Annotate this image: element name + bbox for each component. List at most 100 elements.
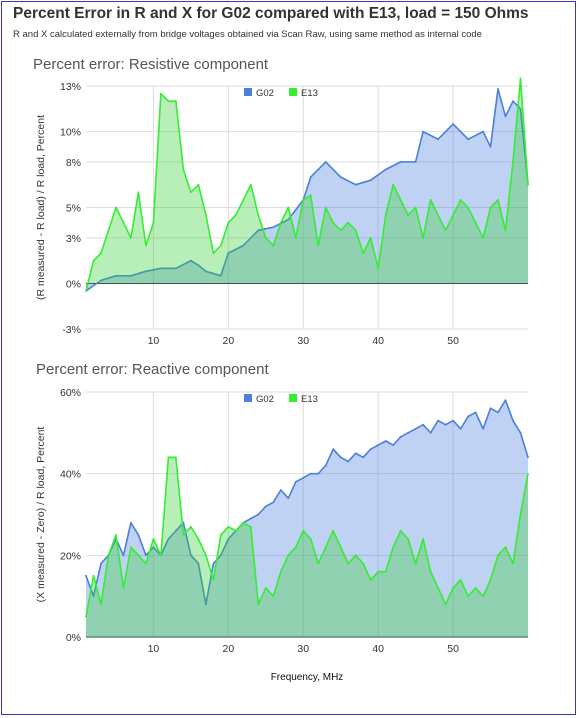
data-point bbox=[287, 206, 290, 209]
data-point bbox=[489, 206, 492, 209]
data-point bbox=[294, 480, 297, 483]
data-point bbox=[392, 546, 395, 549]
y-tick-label: 8% bbox=[66, 157, 81, 169]
legend-swatch bbox=[244, 88, 252, 96]
data-point bbox=[489, 407, 492, 410]
data-point bbox=[219, 534, 222, 536]
data-point bbox=[115, 534, 117, 536]
data-point bbox=[332, 529, 335, 532]
data-point bbox=[414, 206, 417, 209]
data-point bbox=[137, 191, 140, 194]
data-point bbox=[160, 267, 162, 270]
data-point bbox=[347, 221, 350, 224]
data-point bbox=[85, 615, 87, 618]
data-point bbox=[324, 161, 327, 163]
data-point bbox=[167, 538, 170, 540]
data-point bbox=[152, 546, 155, 549]
data-point bbox=[459, 578, 462, 581]
data-point bbox=[354, 183, 357, 186]
data-point bbox=[160, 92, 162, 95]
data-point bbox=[467, 138, 469, 141]
data-point bbox=[309, 472, 312, 475]
data-point bbox=[339, 176, 342, 179]
data-point bbox=[482, 595, 484, 598]
data-point bbox=[512, 562, 514, 565]
data-point bbox=[197, 562, 200, 565]
data-point bbox=[100, 279, 102, 282]
legend-swatch bbox=[244, 394, 252, 402]
data-point bbox=[377, 267, 380, 270]
data-point bbox=[152, 221, 155, 224]
data-point bbox=[145, 270, 147, 273]
data-point bbox=[497, 199, 499, 201]
data-point bbox=[234, 529, 237, 532]
x-tick-label: 50 bbox=[447, 643, 459, 655]
data-point bbox=[527, 456, 529, 459]
y-tick-label: 0% bbox=[66, 632, 81, 644]
data-point bbox=[160, 554, 162, 557]
data-point bbox=[279, 489, 282, 491]
data-point bbox=[339, 229, 342, 232]
data-point bbox=[302, 476, 305, 479]
data-point bbox=[264, 237, 267, 239]
data-point bbox=[100, 562, 102, 565]
data-point bbox=[452, 123, 454, 125]
data-point bbox=[422, 423, 424, 426]
data-point bbox=[212, 252, 215, 255]
data-point bbox=[115, 206, 117, 209]
data-point bbox=[354, 554, 357, 557]
data-point bbox=[130, 237, 132, 239]
data-point bbox=[332, 221, 335, 224]
data-point bbox=[504, 399, 507, 402]
legend-swatch bbox=[289, 88, 297, 96]
data-point bbox=[287, 554, 290, 557]
data-point bbox=[429, 570, 432, 573]
data-point bbox=[182, 534, 185, 536]
data-point bbox=[369, 448, 372, 451]
data-point bbox=[407, 431, 409, 434]
page-title: Percent Error in R and X for G02 compare… bbox=[13, 5, 529, 22]
data-point bbox=[377, 570, 380, 573]
data-point bbox=[167, 100, 170, 103]
data-point bbox=[242, 244, 245, 247]
data-point bbox=[504, 546, 507, 549]
data-point bbox=[272, 595, 275, 598]
data-point bbox=[287, 218, 290, 221]
data-point bbox=[107, 554, 110, 557]
data-point bbox=[227, 525, 230, 528]
data-point bbox=[504, 115, 507, 118]
data-point bbox=[497, 88, 499, 90]
data-point bbox=[182, 168, 185, 171]
data-point bbox=[392, 183, 395, 186]
data-point bbox=[474, 587, 477, 589]
data-point bbox=[137, 554, 140, 557]
data-point bbox=[407, 214, 409, 217]
data-point bbox=[212, 562, 215, 565]
x-tick-label: 10 bbox=[148, 335, 160, 347]
data-point bbox=[302, 529, 305, 532]
data-point bbox=[324, 464, 327, 467]
y-axis-label: (R measured - R load) / R load, Percent bbox=[35, 115, 47, 300]
y-tick-label: 5% bbox=[66, 203, 81, 215]
data-point bbox=[324, 206, 327, 209]
data-point bbox=[92, 259, 95, 262]
data-point bbox=[205, 554, 207, 557]
data-point bbox=[489, 578, 492, 581]
chart-title: Percent error: Resistive component bbox=[33, 56, 269, 73]
data-point bbox=[130, 274, 132, 277]
data-point bbox=[317, 244, 320, 247]
data-point bbox=[339, 546, 342, 549]
data-point bbox=[205, 214, 207, 217]
data-point bbox=[339, 456, 342, 459]
data-point bbox=[234, 214, 237, 217]
data-point bbox=[429, 431, 432, 434]
x-tick-label: 40 bbox=[372, 335, 384, 347]
data-point bbox=[414, 427, 417, 430]
data-point bbox=[452, 419, 454, 422]
data-point bbox=[242, 521, 245, 524]
data-point bbox=[152, 538, 155, 540]
data-point bbox=[527, 183, 529, 186]
data-point bbox=[362, 252, 365, 255]
data-point bbox=[309, 538, 312, 540]
data-point bbox=[407, 538, 409, 540]
